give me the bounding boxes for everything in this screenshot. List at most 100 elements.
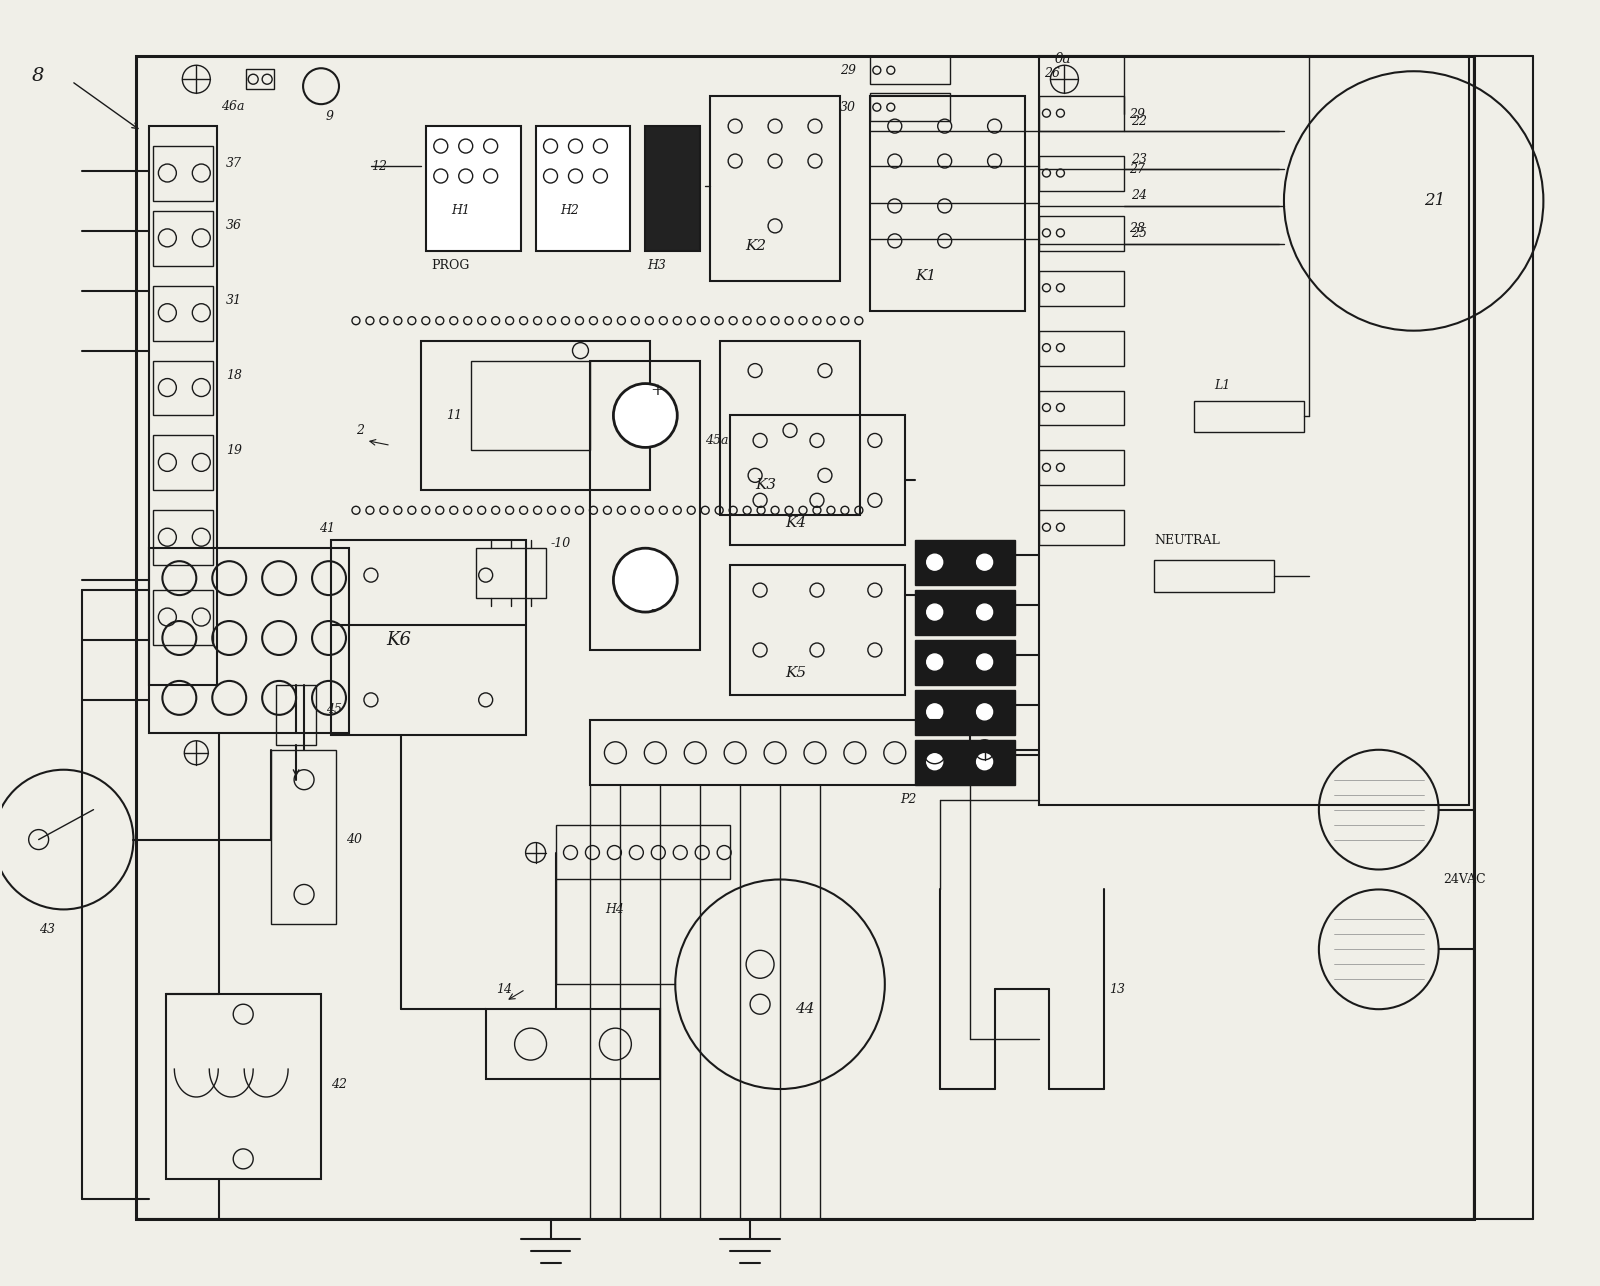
Text: K4: K4 bbox=[786, 516, 806, 530]
Bar bbox=[915, 640, 1014, 685]
Text: NEUTRAL: NEUTRAL bbox=[1154, 534, 1219, 547]
Text: 31: 31 bbox=[226, 294, 242, 307]
Text: 29: 29 bbox=[1130, 108, 1146, 121]
Text: K3: K3 bbox=[755, 478, 776, 493]
Text: 13: 13 bbox=[1109, 983, 1125, 995]
Circle shape bbox=[544, 168, 557, 183]
Circle shape bbox=[926, 754, 942, 770]
Bar bbox=[730, 415, 904, 545]
Bar bbox=[270, 750, 336, 925]
Text: K1: K1 bbox=[915, 269, 936, 283]
Bar bbox=[590, 720, 970, 784]
Circle shape bbox=[926, 655, 942, 670]
Circle shape bbox=[459, 168, 472, 183]
Bar bbox=[149, 548, 349, 733]
Bar bbox=[915, 540, 1014, 585]
Text: 21: 21 bbox=[1424, 193, 1445, 210]
Text: 46a: 46a bbox=[221, 99, 245, 113]
Text: K5: K5 bbox=[786, 666, 806, 680]
Circle shape bbox=[976, 703, 992, 720]
Bar bbox=[331, 540, 525, 734]
Circle shape bbox=[594, 168, 608, 183]
Bar bbox=[870, 57, 950, 84]
Bar bbox=[1040, 96, 1125, 131]
Circle shape bbox=[976, 554, 992, 570]
Text: 25: 25 bbox=[1131, 228, 1147, 240]
Text: 14: 14 bbox=[496, 983, 512, 995]
Bar bbox=[1154, 561, 1274, 592]
Bar bbox=[1040, 156, 1125, 192]
Text: 27: 27 bbox=[1130, 162, 1146, 175]
Text: 37: 37 bbox=[226, 157, 242, 170]
Text: K2: K2 bbox=[746, 239, 766, 253]
Bar bbox=[915, 590, 1014, 635]
Bar bbox=[1040, 271, 1125, 306]
Bar bbox=[426, 126, 520, 251]
Circle shape bbox=[434, 168, 448, 183]
Bar bbox=[536, 126, 630, 251]
Text: H4: H4 bbox=[605, 903, 624, 916]
Bar bbox=[166, 994, 322, 1179]
Text: H1: H1 bbox=[451, 204, 470, 217]
Bar bbox=[421, 341, 650, 490]
Text: 8: 8 bbox=[32, 67, 45, 85]
Bar bbox=[720, 341, 859, 516]
Circle shape bbox=[483, 168, 498, 183]
Text: 22: 22 bbox=[1131, 114, 1147, 127]
Circle shape bbox=[976, 655, 992, 670]
Bar bbox=[470, 360, 590, 450]
Bar bbox=[154, 211, 213, 266]
Text: +: + bbox=[650, 382, 664, 399]
Text: 24VAC: 24VAC bbox=[1443, 873, 1486, 886]
Bar bbox=[154, 147, 213, 201]
Bar bbox=[277, 685, 317, 745]
Text: 28: 28 bbox=[1130, 222, 1146, 235]
Circle shape bbox=[594, 139, 608, 153]
Bar bbox=[154, 590, 213, 646]
Bar bbox=[915, 739, 1014, 784]
Text: 45: 45 bbox=[326, 703, 342, 716]
Text: 44: 44 bbox=[795, 1002, 814, 1016]
Circle shape bbox=[926, 554, 942, 570]
Circle shape bbox=[459, 139, 472, 153]
Circle shape bbox=[613, 383, 677, 448]
Text: 45a: 45a bbox=[706, 433, 728, 448]
Text: L1: L1 bbox=[1214, 379, 1230, 392]
Bar bbox=[154, 511, 213, 565]
Text: 12: 12 bbox=[371, 159, 387, 172]
Bar bbox=[486, 1010, 661, 1079]
Text: 41: 41 bbox=[318, 522, 334, 535]
Text: P2: P2 bbox=[899, 793, 917, 806]
Text: -: - bbox=[650, 602, 656, 619]
Bar bbox=[246, 69, 274, 89]
Circle shape bbox=[568, 168, 582, 183]
Bar bbox=[1194, 400, 1304, 432]
Circle shape bbox=[976, 754, 992, 770]
Bar bbox=[1040, 391, 1125, 426]
Text: -10: -10 bbox=[550, 536, 571, 549]
Bar bbox=[154, 285, 213, 341]
Text: K6: K6 bbox=[386, 631, 411, 649]
Text: H2: H2 bbox=[560, 204, 579, 217]
Bar bbox=[1040, 216, 1125, 251]
Text: PROG: PROG bbox=[430, 260, 469, 273]
Bar bbox=[136, 57, 1474, 1219]
Circle shape bbox=[926, 604, 942, 620]
Bar bbox=[555, 824, 730, 880]
Text: H3: H3 bbox=[648, 260, 666, 273]
Bar bbox=[475, 548, 546, 598]
Text: 40: 40 bbox=[346, 833, 362, 846]
Bar bbox=[1040, 57, 1469, 805]
Text: 23: 23 bbox=[1131, 153, 1147, 166]
Bar bbox=[149, 126, 218, 685]
Bar bbox=[1040, 450, 1125, 485]
Bar bbox=[1040, 511, 1125, 545]
Text: 42: 42 bbox=[331, 1078, 347, 1091]
Text: 24: 24 bbox=[1131, 189, 1147, 202]
Text: θa: θa bbox=[1054, 53, 1070, 67]
Bar bbox=[710, 96, 840, 280]
Circle shape bbox=[926, 703, 942, 720]
Text: 19: 19 bbox=[226, 444, 242, 457]
Text: 11: 11 bbox=[446, 409, 462, 422]
Circle shape bbox=[568, 139, 582, 153]
